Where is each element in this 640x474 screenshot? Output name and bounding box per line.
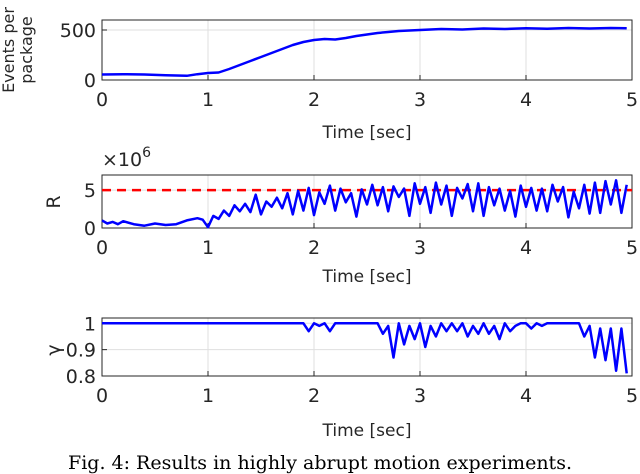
y-tick-label: 0 <box>84 218 96 240</box>
y-tick-label: 1 <box>84 313 96 335</box>
x-tick-label: 3 <box>414 89 426 111</box>
r-panel: 0 1 2 3 4 5 0 5 Time [sec] R ×106 <box>43 145 638 287</box>
y-axis-label: R <box>43 195 65 208</box>
axes-frame <box>101 317 633 377</box>
y-axis-label: γ <box>43 344 65 355</box>
axes-frame <box>101 19 633 81</box>
x-axis-label: Time [sec] <box>322 267 412 287</box>
x-tick-label: 3 <box>414 237 426 259</box>
x-tick-label: 5 <box>626 237 638 259</box>
x-tick-label: 4 <box>520 89 532 111</box>
y-axis-exponent: ×106 <box>102 145 151 171</box>
x-tick-label: 2 <box>308 385 320 407</box>
series-line <box>101 179 628 229</box>
x-tick-label: 0 <box>96 237 108 259</box>
y-tick-label: 0 <box>84 70 96 92</box>
gamma-panel: 0 1 2 3 4 5 0.8 0.9 1 Time [sec] γ <box>43 313 638 441</box>
x-axis-label: Time [sec] <box>322 421 412 441</box>
y-tick-label: 5 <box>84 180 96 202</box>
x-tick-label: 1 <box>202 237 214 259</box>
x-tick-label: 2 <box>308 237 320 259</box>
x-tick-label: 5 <box>626 385 638 407</box>
x-tick-label: 5 <box>626 89 638 111</box>
series-line <box>102 322 628 374</box>
x-tick-label: 1 <box>202 89 214 111</box>
events-per-package-panel: 0 1 2 3 4 5 0 500 Time [sec] Events perpackage <box>0 7 638 143</box>
x-tick-label: 4 <box>520 237 532 259</box>
y-tick-label: 500 <box>60 20 96 42</box>
y-axis-label: Events perpackage <box>0 7 36 93</box>
figure-caption: Fig. 4: Results in highly abrupt motion … <box>68 452 572 474</box>
series-line <box>101 26 627 78</box>
x-tick-label: 2 <box>308 89 320 111</box>
x-tick-label: 0 <box>96 89 108 111</box>
x-tick-label: 0 <box>96 385 108 407</box>
axes-frame <box>101 174 633 229</box>
x-tick-label: 4 <box>520 385 532 407</box>
plot-area <box>101 317 633 377</box>
x-tick-label: 3 <box>414 385 426 407</box>
y-tick-label: 0.9 <box>66 340 96 362</box>
x-tick-label: 1 <box>202 385 214 407</box>
x-axis-label: Time [sec] <box>322 123 412 143</box>
y-tick-label: 0.8 <box>66 366 96 388</box>
